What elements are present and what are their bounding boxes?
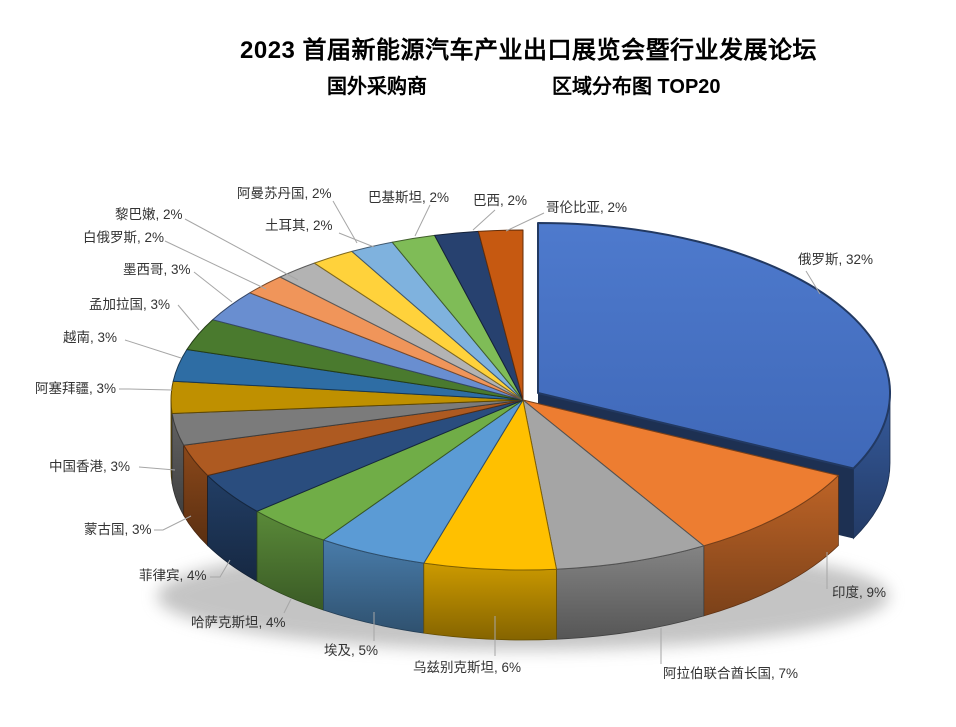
leader-line-6 (210, 559, 231, 578)
page-title: 2023 首届新能源汽车产业出口展览会暨行业发展论坛 (240, 37, 818, 64)
leader-line-0 (805, 270, 821, 295)
leader-line-19 (505, 212, 545, 232)
pie-slice-side-3 (423, 562, 557, 641)
leader-line-18 (472, 209, 496, 231)
pie-slice-3[interactable] (423, 399, 557, 571)
subtitle-top20: 区域分布图 TOP20 (552, 76, 721, 98)
leader-line-12 (193, 271, 233, 303)
leader-line-10 (124, 339, 182, 359)
leader-line-8 (138, 466, 176, 471)
pie-slice-1[interactable] (522, 399, 839, 547)
leader-line-15 (332, 200, 358, 244)
leader-line-9 (119, 388, 173, 391)
pie-slice-2[interactable] (522, 399, 705, 570)
pie-slice-19[interactable] (477, 229, 524, 401)
leader-line-17 (414, 204, 431, 237)
leader-line-13 (164, 240, 267, 290)
leader-line-16 (338, 232, 375, 248)
leader-line-14 (184, 218, 299, 281)
leader-line-7 (154, 515, 192, 531)
leader-line-11 (177, 304, 200, 331)
leader-line-5 (283, 598, 292, 614)
pie-slice-0[interactable] (537, 222, 891, 470)
subtitle-buyers: 国外采购商 (327, 76, 427, 98)
